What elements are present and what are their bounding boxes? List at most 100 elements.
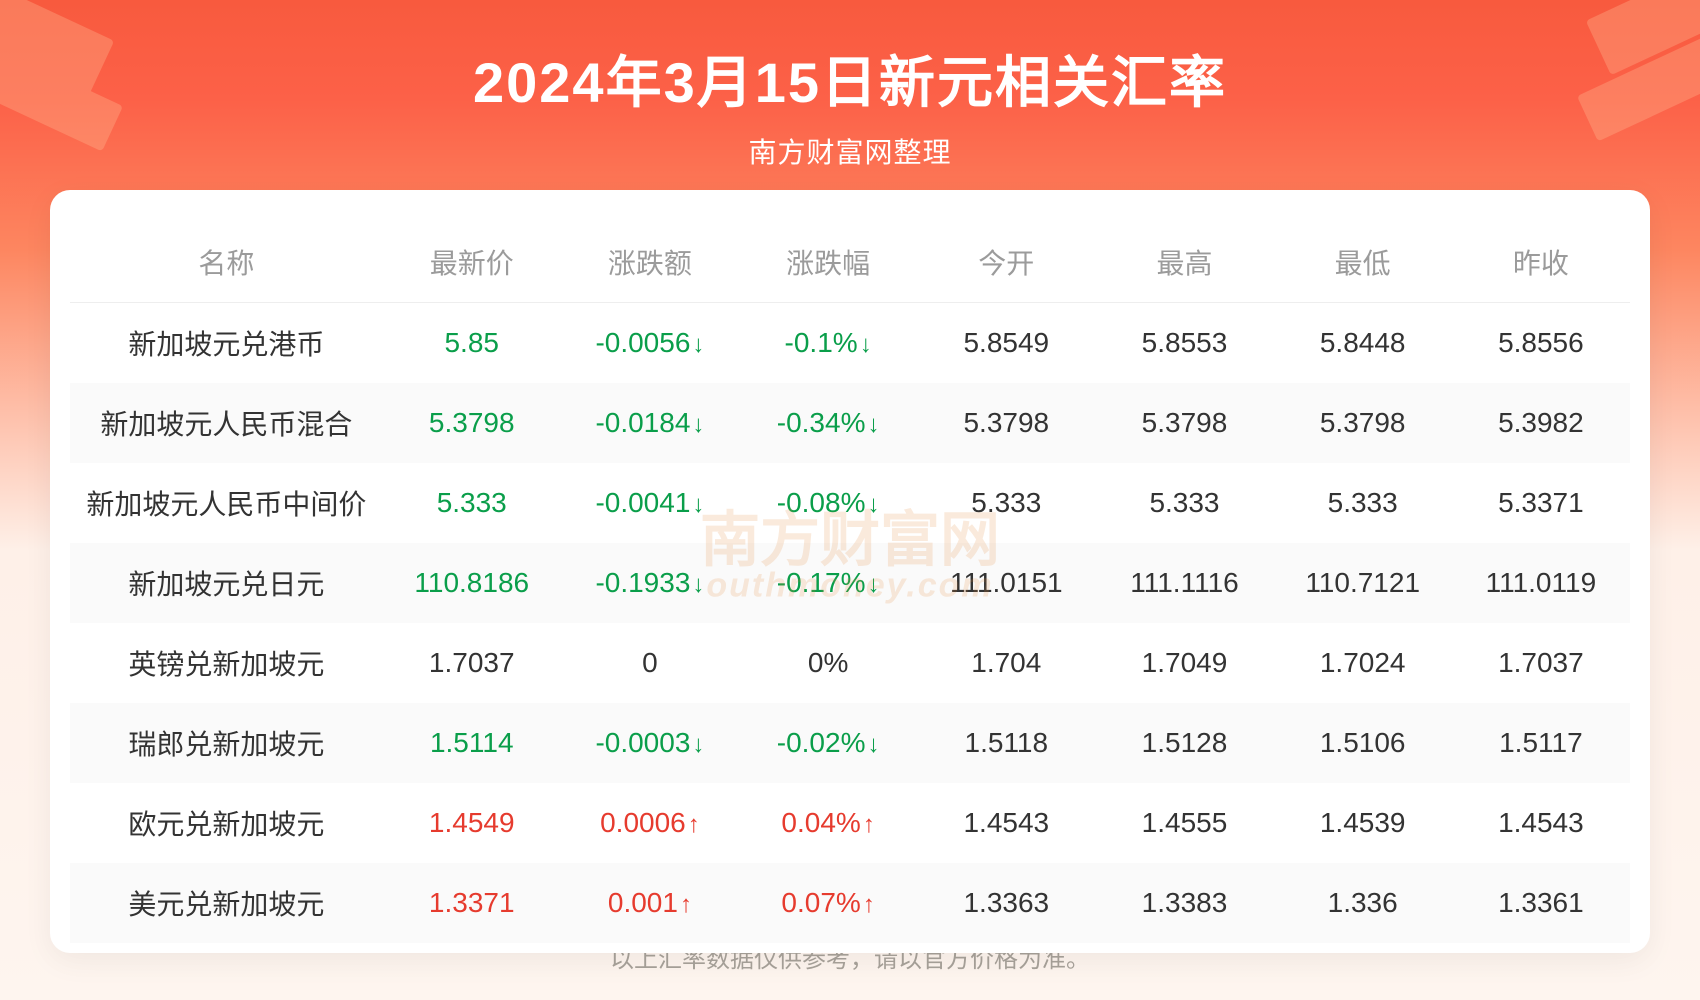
cell-change: -0.0003↓ [561, 703, 739, 783]
cell-prev: 5.3982 [1452, 383, 1630, 463]
rates-card: 南方财富网 outhmoney.com 名称 最新价 涨跌额 涨跌幅 今开 最高… [50, 190, 1650, 953]
arrow-up-icon: ↑ [680, 891, 692, 918]
cell-name: 新加坡元人民币中间价 [70, 463, 383, 543]
col-high: 最高 [1095, 222, 1273, 303]
cell-name: 新加坡元人民币混合 [70, 383, 383, 463]
arrow-down-icon: ↓ [692, 411, 704, 438]
col-low: 最低 [1274, 222, 1452, 303]
arrow-down-icon: ↓ [867, 571, 879, 598]
cell-open: 1.5118 [917, 703, 1095, 783]
cell-prev: 1.3361 [1452, 863, 1630, 943]
col-latest: 最新价 [383, 222, 561, 303]
cell-prev: 1.4543 [1452, 783, 1630, 863]
table-row: 新加坡元兑日元110.8186-0.1933↓-0.17%↓111.015111… [70, 543, 1630, 623]
cell-latest: 1.3371 [383, 863, 561, 943]
cell-prev: 1.5117 [1452, 703, 1630, 783]
cell-latest: 5.85 [383, 303, 561, 384]
cell-latest: 5.333 [383, 463, 561, 543]
cell-change: -0.0041↓ [561, 463, 739, 543]
cell-open: 1.3363 [917, 863, 1095, 943]
cell-latest: 110.8186 [383, 543, 561, 623]
col-open: 今开 [917, 222, 1095, 303]
cell-latest: 1.7037 [383, 623, 561, 703]
table-row: 新加坡元兑港币5.85-0.0056↓-0.1%↓5.85495.85535.8… [70, 303, 1630, 384]
cell-low: 1.336 [1274, 863, 1452, 943]
cell-change: -0.0184↓ [561, 383, 739, 463]
table-row: 欧元兑新加坡元1.45490.0006↑0.04%↑1.45431.45551.… [70, 783, 1630, 863]
table-row: 英镑兑新加坡元1.703700%1.7041.70491.70241.7037 [70, 623, 1630, 703]
cell-pct: -0.02%↓ [739, 703, 917, 783]
cell-open: 5.333 [917, 463, 1095, 543]
cell-prev: 1.7037 [1452, 623, 1630, 703]
cell-pct: 0.07%↑ [739, 863, 917, 943]
col-change: 涨跌额 [561, 222, 739, 303]
page-subtitle: 南方财富网整理 [0, 131, 1700, 171]
cell-high: 111.1116 [1095, 543, 1273, 623]
arrow-down-icon: ↓ [867, 491, 879, 518]
arrow-down-icon: ↓ [867, 411, 879, 438]
cell-high: 1.7049 [1095, 623, 1273, 703]
cell-high: 1.3383 [1095, 863, 1273, 943]
cell-name: 欧元兑新加坡元 [70, 783, 383, 863]
table-header-row: 名称 最新价 涨跌额 涨跌幅 今开 最高 最低 昨收 [70, 222, 1630, 303]
arrow-down-icon: ↓ [692, 571, 704, 598]
cell-prev: 5.3371 [1452, 463, 1630, 543]
table-row: 瑞郎兑新加坡元1.5114-0.0003↓-0.02%↓1.51181.5128… [70, 703, 1630, 783]
cell-change: 0.0006↑ [561, 783, 739, 863]
arrow-down-icon: ↓ [692, 331, 704, 358]
arrow-down-icon: ↓ [860, 331, 872, 358]
arrow-up-icon: ↑ [863, 811, 875, 838]
cell-pct: -0.08%↓ [739, 463, 917, 543]
cell-high: 1.5128 [1095, 703, 1273, 783]
cell-pct: 0.04%↑ [739, 783, 917, 863]
cell-open: 5.8549 [917, 303, 1095, 384]
header: 2024年3月15日新元相关汇率 南方财富网整理 [0, 0, 1700, 171]
rates-table: 名称 最新价 涨跌额 涨跌幅 今开 最高 最低 昨收 新加坡元兑港币5.85-0… [70, 222, 1630, 943]
cell-low: 5.8448 [1274, 303, 1452, 384]
cell-high: 5.3798 [1095, 383, 1273, 463]
col-prev: 昨收 [1452, 222, 1630, 303]
cell-pct: 0% [739, 623, 917, 703]
cell-change: -0.0056↓ [561, 303, 739, 384]
cell-open: 1.4543 [917, 783, 1095, 863]
cell-high: 5.333 [1095, 463, 1273, 543]
cell-name: 美元兑新加坡元 [70, 863, 383, 943]
table-row: 美元兑新加坡元1.33710.001↑0.07%↑1.33631.33831.3… [70, 863, 1630, 943]
cell-pct: -0.1%↓ [739, 303, 917, 384]
cell-high: 5.8553 [1095, 303, 1273, 384]
cell-low: 110.7121 [1274, 543, 1452, 623]
cell-low: 5.3798 [1274, 383, 1452, 463]
cell-prev: 111.0119 [1452, 543, 1630, 623]
page-background: 2024年3月15日新元相关汇率 南方财富网整理 南方财富网 outhmoney… [0, 0, 1700, 1000]
cell-pct: -0.17%↓ [739, 543, 917, 623]
cell-change: -0.1933↓ [561, 543, 739, 623]
cell-name: 瑞郎兑新加坡元 [70, 703, 383, 783]
cell-high: 1.4555 [1095, 783, 1273, 863]
page-title: 2024年3月15日新元相关汇率 [0, 38, 1700, 119]
arrow-up-icon: ↑ [688, 811, 700, 838]
cell-pct: -0.34%↓ [739, 383, 917, 463]
table-row: 新加坡元人民币中间价5.333-0.0041↓-0.08%↓5.3335.333… [70, 463, 1630, 543]
cell-prev: 5.8556 [1452, 303, 1630, 384]
col-name: 名称 [70, 222, 383, 303]
cell-name: 新加坡元兑港币 [70, 303, 383, 384]
cell-name: 英镑兑新加坡元 [70, 623, 383, 703]
cell-low: 1.4539 [1274, 783, 1452, 863]
arrow-up-icon: ↑ [863, 891, 875, 918]
cell-change: 0 [561, 623, 739, 703]
cell-open: 111.0151 [917, 543, 1095, 623]
arrow-down-icon: ↓ [692, 731, 704, 758]
cell-latest: 1.4549 [383, 783, 561, 863]
table-row: 新加坡元人民币混合5.3798-0.0184↓-0.34%↓5.37985.37… [70, 383, 1630, 463]
arrow-down-icon: ↓ [692, 491, 704, 518]
cell-change: 0.001↑ [561, 863, 739, 943]
cell-low: 1.7024 [1274, 623, 1452, 703]
cell-open: 1.704 [917, 623, 1095, 703]
cell-low: 1.5106 [1274, 703, 1452, 783]
col-pct: 涨跌幅 [739, 222, 917, 303]
cell-latest: 5.3798 [383, 383, 561, 463]
cell-low: 5.333 [1274, 463, 1452, 543]
cell-latest: 1.5114 [383, 703, 561, 783]
arrow-down-icon: ↓ [867, 731, 879, 758]
cell-open: 5.3798 [917, 383, 1095, 463]
